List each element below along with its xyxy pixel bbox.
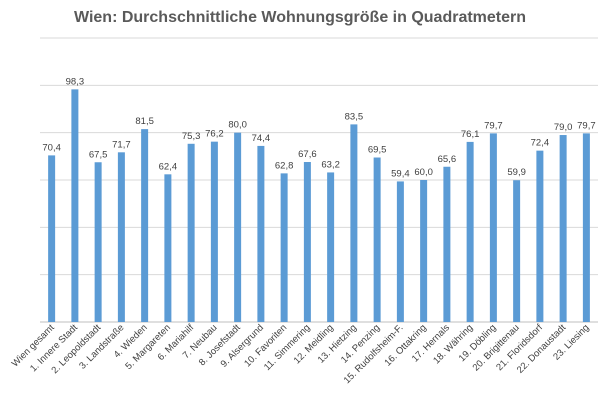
data-label: 98,3 [66, 76, 85, 87]
data-label: 62,8 [275, 160, 294, 171]
bar [559, 135, 567, 322]
data-label: 71,7 [112, 139, 131, 150]
data-label: 67,6 [298, 149, 317, 160]
data-label: 59,4 [391, 168, 410, 179]
bar [280, 173, 288, 322]
bar [420, 180, 428, 322]
data-label: 63,2 [321, 159, 340, 170]
bar [71, 89, 79, 322]
data-label: 83,5 [345, 111, 364, 122]
data-label: 67,5 [89, 149, 108, 160]
bar [303, 162, 311, 322]
data-label: 76,1 [461, 129, 480, 140]
bar [141, 129, 149, 322]
bar [257, 145, 265, 322]
bar [466, 141, 474, 322]
data-label: 70,4 [42, 142, 61, 153]
bar [164, 174, 172, 322]
bar [187, 143, 195, 322]
data-label: 79,7 [484, 120, 503, 131]
data-label: 59,9 [507, 167, 526, 178]
data-label: 60,0 [414, 167, 433, 178]
data-label: 74,4 [252, 133, 271, 144]
bar [117, 152, 125, 322]
data-label: 72,4 [531, 138, 550, 149]
data-label: 62,4 [159, 161, 178, 172]
bar [443, 166, 451, 322]
chart-title: Wien: Durchschnittliche Wohnungsgröße in… [74, 9, 526, 26]
data-label: 65,6 [438, 154, 457, 165]
data-label: 80,0 [228, 120, 247, 131]
data-label: 76,2 [205, 129, 224, 140]
bar [234, 132, 242, 322]
bar [373, 157, 381, 322]
bar [327, 172, 335, 322]
data-label: 79,7 [577, 120, 596, 131]
data-label: 81,5 [135, 116, 154, 127]
bar [48, 155, 56, 322]
bar [210, 141, 218, 322]
bar [489, 133, 497, 322]
data-label: 69,5 [368, 145, 387, 156]
bar [536, 150, 544, 322]
data-label: 79,0 [554, 122, 573, 133]
data-label: 75,3 [182, 131, 201, 142]
bar [94, 162, 102, 322]
bar [350, 124, 358, 322]
grid [40, 37, 598, 323]
value-labels: 70,4 98,3 67,5 71,7 81,5 62,4 75,3 76,2 80,0 74,4… [42, 76, 595, 179]
bar [582, 133, 590, 322]
bar [396, 181, 404, 322]
bars [48, 89, 590, 322]
bar [513, 180, 521, 322]
